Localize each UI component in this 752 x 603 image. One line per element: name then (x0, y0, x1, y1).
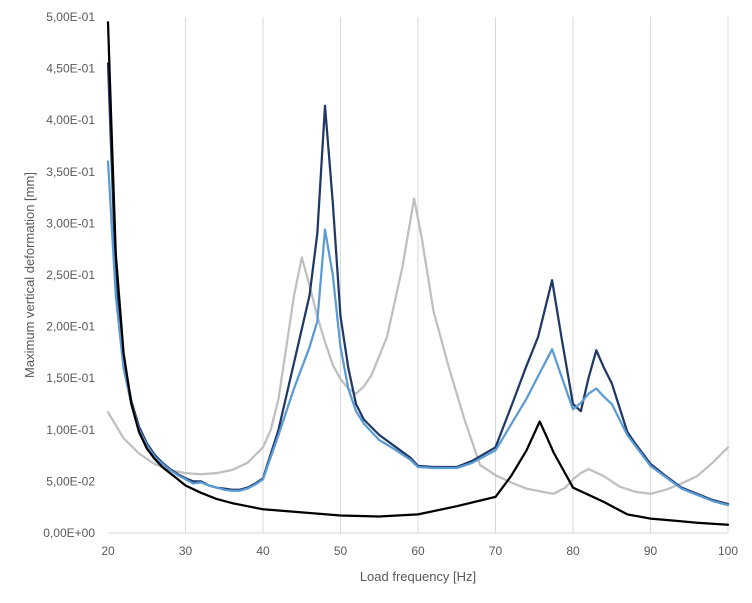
y-tick-label: 2,50E-01 (46, 268, 95, 282)
vertical-gridlines (185, 17, 729, 533)
x-tick-label: 30 (179, 544, 193, 558)
x-tick-label: 90 (644, 544, 658, 558)
x-axis-tick-labels: 20 30 40 50 60 70 80 90 100 (101, 544, 738, 558)
y-tick-label: 1,50E-01 (46, 371, 95, 385)
series-line-3 (106, 160, 730, 507)
series-line-4 (106, 21, 730, 526)
y-tick-label: 2,00E-01 (46, 320, 95, 334)
y-tick-label: 4,00E-01 (46, 113, 95, 127)
y-tick-label: 3,50E-01 (46, 165, 95, 179)
x-tick-label: 20 (101, 544, 115, 558)
x-tick-label: 40 (256, 544, 270, 558)
y-axis-tick-labels: 0,00E+00 5,00E-02 1,00E-01 1,50E-01 2,00E-01… (43, 10, 95, 540)
x-tick-label: 50 (334, 544, 348, 558)
y-axis-title: Maximum vertical deformation [mm] (22, 172, 37, 378)
y-tick-label: 5,00E-02 (46, 474, 95, 488)
x-tick-label: 100 (718, 544, 738, 558)
series-lines (106, 21, 730, 526)
x-tick-label: 60 (411, 544, 425, 558)
series-line-1 (106, 197, 730, 495)
y-tick-label: 5,00E-01 (46, 10, 95, 24)
y-tick-label: 1,00E-01 (46, 423, 95, 437)
y-tick-label: 0,00E+00 (43, 526, 95, 540)
y-tick-label: 3,00E-01 (46, 216, 95, 230)
x-tick-label: 70 (489, 544, 503, 558)
x-axis-title: Load frequency [Hz] (360, 569, 476, 584)
y-tick-label: 4,50E-01 (46, 62, 95, 76)
x-tick-label: 80 (566, 544, 580, 558)
